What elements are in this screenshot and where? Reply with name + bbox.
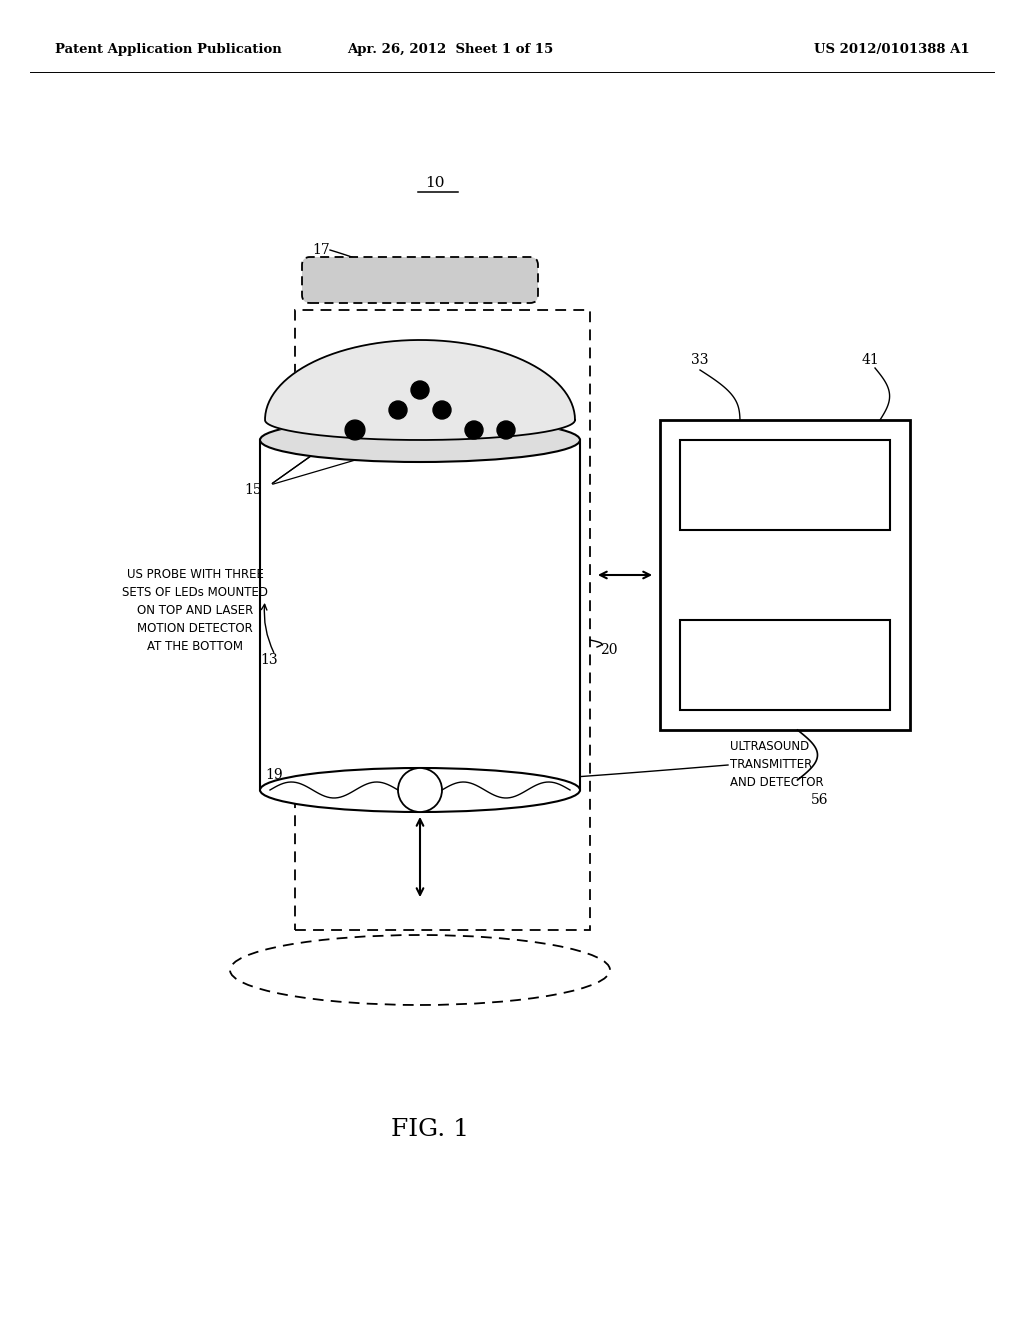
- Bar: [260, 440, 580, 789]
- Text: 19: 19: [265, 768, 283, 781]
- Circle shape: [465, 421, 483, 440]
- Bar: [680, 620, 890, 710]
- Text: FIG. 1: FIG. 1: [391, 1118, 469, 1142]
- Text: 20: 20: [600, 643, 617, 657]
- Text: ULTRASOUND
TRANSMITTER
AND DETECTOR: ULTRASOUND TRANSMITTER AND DETECTOR: [730, 741, 823, 789]
- FancyBboxPatch shape: [302, 257, 538, 304]
- Text: US PROBE WITH THREE
SETS OF LEDs MOUNTED
ON TOP AND LASER
MOTION DETECTOR
AT THE: US PROBE WITH THREE SETS OF LEDs MOUNTED…: [122, 568, 268, 652]
- Circle shape: [411, 381, 429, 399]
- Circle shape: [345, 420, 365, 440]
- Text: US 2012/0101388 A1: US 2012/0101388 A1: [814, 44, 970, 57]
- Ellipse shape: [260, 418, 580, 462]
- Text: Apr. 26, 2012  Sheet 1 of 15: Apr. 26, 2012 Sheet 1 of 15: [347, 44, 553, 57]
- Text: 17: 17: [312, 243, 330, 257]
- Bar: [295, 310, 590, 931]
- Text: 15: 15: [245, 483, 262, 498]
- Text: 56: 56: [811, 793, 828, 807]
- Circle shape: [389, 401, 407, 418]
- Bar: [680, 440, 890, 531]
- Circle shape: [497, 421, 515, 440]
- Text: 10: 10: [425, 176, 444, 190]
- Text: DISPLAY: DISPLAY: [757, 657, 813, 672]
- Text: PROCESSOR: PROCESSOR: [742, 478, 827, 492]
- Circle shape: [433, 401, 451, 418]
- Bar: [660, 420, 910, 730]
- Circle shape: [398, 768, 442, 812]
- Polygon shape: [265, 341, 575, 440]
- Text: 33: 33: [691, 352, 709, 367]
- Ellipse shape: [260, 768, 580, 812]
- Text: 41: 41: [861, 352, 879, 367]
- Text: 13: 13: [260, 653, 278, 667]
- Text: Patent Application Publication: Patent Application Publication: [55, 44, 282, 57]
